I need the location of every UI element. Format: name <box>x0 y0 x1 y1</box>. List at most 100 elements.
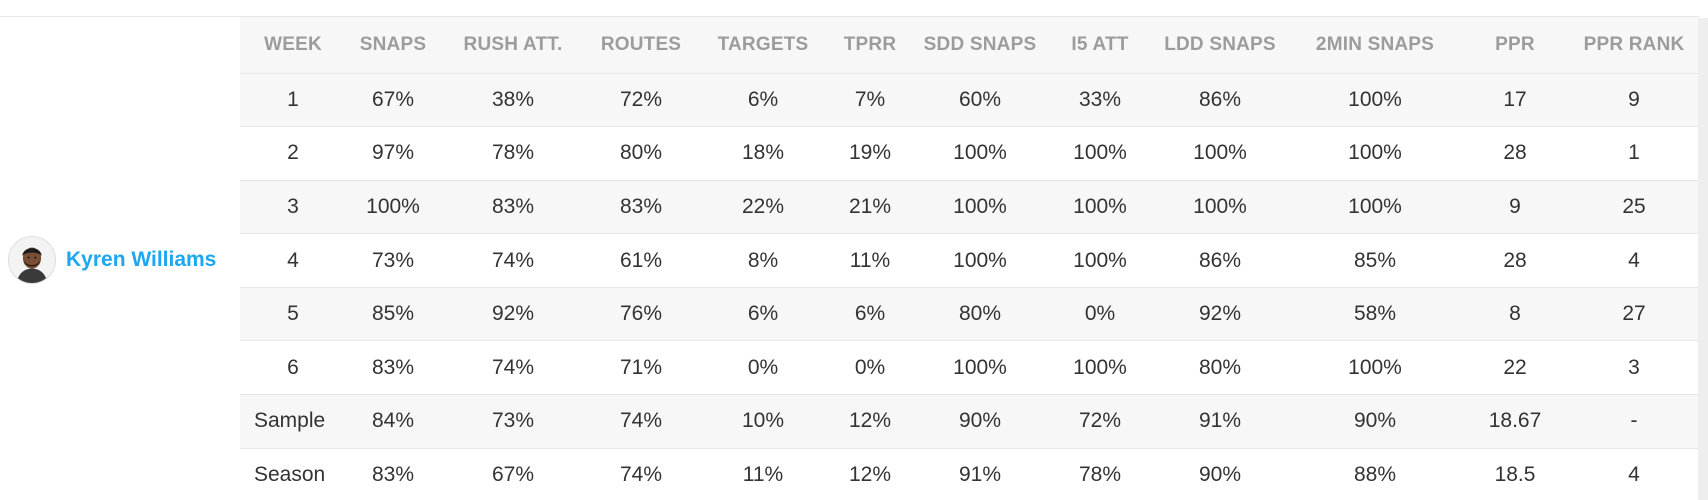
cell-ppr-rank: 3 <box>1570 340 1698 396</box>
cell-routes: 74% <box>586 394 696 449</box>
cell-week: 5 <box>240 287 346 342</box>
cell-ppr: 9 <box>1460 180 1570 235</box>
cell-ppr: 8 <box>1460 287 1570 342</box>
cell-i5-att: 100% <box>1050 233 1150 288</box>
header-ppr-rank[interactable]: PPR RANK <box>1570 17 1698 74</box>
cell-snaps: 97% <box>346 126 440 181</box>
table-header: WEEK SNAPS RUSH ATT. ROUTES TARGETS TPRR… <box>240 17 1698 74</box>
cell-rush-att: 83% <box>440 180 586 235</box>
cell-week: Sample <box>240 394 346 449</box>
cell-tprr: 19% <box>830 126 910 181</box>
cell-sdd-snaps: 100% <box>910 340 1050 396</box>
cell-2min-snaps: 100% <box>1290 340 1460 396</box>
cell-snaps: 100% <box>346 180 440 235</box>
cell-ldd-snaps: 100% <box>1150 126 1290 181</box>
cell-2min-snaps: 100% <box>1290 180 1460 235</box>
cell-ppr: 22 <box>1460 340 1570 396</box>
table-row: 3 100% 83% 83% 22% 21% 100% 100% 100% 100% 9 25 <box>240 180 1698 235</box>
cell-2min-snaps: 58% <box>1290 287 1460 342</box>
header-routes[interactable]: ROUTES <box>586 17 696 74</box>
cell-ppr-rank: 4 <box>1570 233 1698 288</box>
cell-rush-att: 92% <box>440 287 586 342</box>
cell-ldd-snaps: 80% <box>1150 340 1290 396</box>
header-row: WEEK SNAPS RUSH ATT. ROUTES TARGETS TPRR… <box>240 17 1698 74</box>
cell-targets: 18% <box>696 126 830 181</box>
cell-ldd-snaps: 86% <box>1150 233 1290 288</box>
cell-tprr: 0% <box>830 340 910 396</box>
cell-targets: 10% <box>696 394 830 449</box>
cell-ppr: 18.67 <box>1460 394 1570 449</box>
cell-ppr: 28 <box>1460 233 1570 288</box>
cell-snaps: 73% <box>346 233 440 288</box>
header-rush-att[interactable]: RUSH ATT. <box>440 17 586 74</box>
table-row: Season 83% 67% 74% 11% 12% 91% 78% 90% 88% 18.5 4 <box>240 448 1698 500</box>
cell-week: 3 <box>240 180 346 235</box>
header-sdd-snaps[interactable]: SDD SNAPS <box>910 17 1050 74</box>
cell-targets: 8% <box>696 233 830 288</box>
cell-i5-att: 100% <box>1050 340 1150 396</box>
header-2min-snaps[interactable]: 2MIN SNAPS <box>1290 17 1460 74</box>
cell-tprr: 7% <box>830 73 910 128</box>
cell-2min-snaps: 100% <box>1290 126 1460 181</box>
cell-tprr: 12% <box>830 394 910 449</box>
cell-routes: 74% <box>586 448 696 500</box>
cell-week: 1 <box>240 73 346 128</box>
cell-tprr: 21% <box>830 180 910 235</box>
player-cell: Kyren Williams <box>8 236 216 284</box>
cell-snaps: 83% <box>346 340 440 396</box>
cell-routes: 71% <box>586 340 696 396</box>
cell-ldd-snaps: 90% <box>1150 448 1290 500</box>
cell-snaps: 67% <box>346 73 440 128</box>
header-ppr[interactable]: PPR <box>1460 17 1570 74</box>
cell-targets: 6% <box>696 73 830 128</box>
cell-routes: 83% <box>586 180 696 235</box>
cell-tprr: 6% <box>830 287 910 342</box>
table-row: 5 85% 92% 76% 6% 6% 80% 0% 92% 58% 8 27 <box>240 287 1698 342</box>
cell-routes: 72% <box>586 73 696 128</box>
header-i5-att[interactable]: I5 ATT <box>1050 17 1150 74</box>
cell-sdd-snaps: 100% <box>910 126 1050 181</box>
cell-2min-snaps: 90% <box>1290 394 1460 449</box>
cell-tprr: 11% <box>830 233 910 288</box>
player-avatar[interactable] <box>8 236 56 284</box>
cell-i5-att: 100% <box>1050 180 1150 235</box>
player-headshot-icon <box>9 237 55 283</box>
cell-targets: 22% <box>696 180 830 235</box>
table-row: 6 83% 74% 71% 0% 0% 100% 100% 80% 100% 22 3 <box>240 340 1698 396</box>
cell-sdd-snaps: 80% <box>910 287 1050 342</box>
cell-sdd-snaps: 90% <box>910 394 1050 449</box>
player-name-link[interactable]: Kyren Williams <box>66 248 217 271</box>
cell-2min-snaps: 100% <box>1290 73 1460 128</box>
header-ldd-snaps[interactable]: LDD SNAPS <box>1150 17 1290 74</box>
cell-sdd-snaps: 91% <box>910 448 1050 500</box>
cell-week: 6 <box>240 340 346 396</box>
cell-ldd-snaps: 100% <box>1150 180 1290 235</box>
table-row: Sample 84% 73% 74% 10% 12% 90% 72% 91% 90% 18.67- <box>240 394 1698 449</box>
header-tprr[interactable]: TPRR <box>830 17 910 74</box>
table-row: 4 73% 74% 61% 8% 11% 100% 100% 86% 85% 28 4 <box>240 233 1698 288</box>
cell-week: Season <box>240 448 346 500</box>
usage-table: WEEK SNAPS RUSH ATT. ROUTES TARGETS TPRR… <box>240 17 1698 500</box>
top-divider <box>0 16 1700 17</box>
vertical-scrollbar[interactable] <box>1698 18 1708 500</box>
cell-ppr-rank: 27 <box>1570 287 1698 342</box>
cell-ppr-rank: 4 <box>1570 448 1698 500</box>
table-body: 1 67% 38% 72% 6% 7% 60% 33% 86% 100% 17 9 2 97% 78% 80%… <box>240 73 1698 500</box>
cell-ppr-rank: 9 <box>1570 73 1698 128</box>
cell-ppr: 18.5 <box>1460 448 1570 500</box>
cell-week: 2 <box>240 126 346 181</box>
cell-rush-att: 78% <box>440 126 586 181</box>
header-targets[interactable]: TARGETS <box>696 17 830 74</box>
cell-sdd-snaps: 60% <box>910 73 1050 128</box>
cell-week: 4 <box>240 233 346 288</box>
header-snaps[interactable]: SNAPS <box>346 17 440 74</box>
cell-snaps: 85% <box>346 287 440 342</box>
cell-targets: 6% <box>696 287 830 342</box>
cell-ppr: 17 <box>1460 73 1570 128</box>
cell-sdd-snaps: 100% <box>910 233 1050 288</box>
cell-rush-att: 38% <box>440 73 586 128</box>
cell-routes: 80% <box>586 126 696 181</box>
cell-targets: 11% <box>696 448 830 500</box>
header-week[interactable]: WEEK <box>240 17 346 74</box>
cell-routes: 76% <box>586 287 696 342</box>
